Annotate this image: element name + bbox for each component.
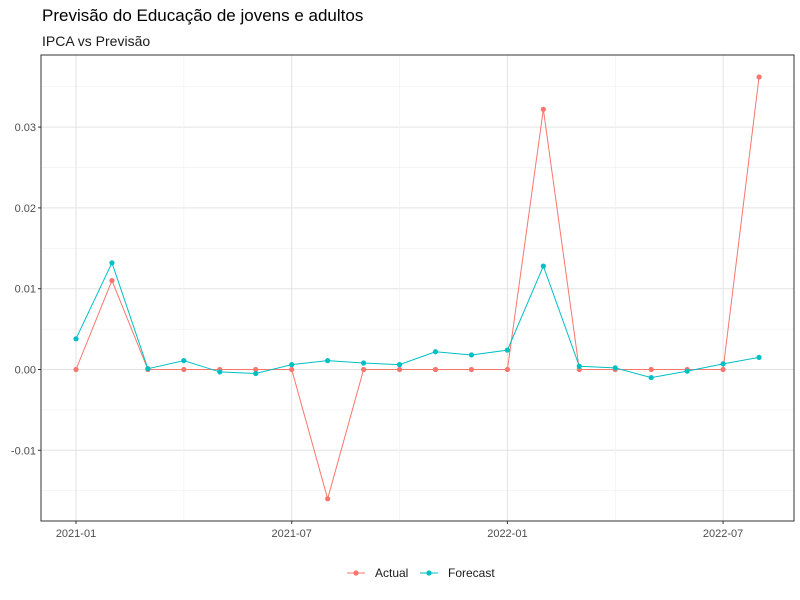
data-point-forecast [217, 369, 223, 375]
data-point-forecast [648, 374, 654, 381]
data-point-forecast [181, 358, 187, 364]
grid-lines [41, 55, 794, 521]
chart-title: Previsão do Educação de jovens e adultos [42, 6, 364, 25]
data-point-forecast [325, 358, 331, 364]
data-point-forecast [540, 263, 546, 269]
legend-key-point-actual [353, 570, 359, 576]
x-tick-label: 2022-01 [487, 528, 527, 540]
data-point-forecast [73, 336, 79, 342]
data-point-actual [109, 278, 115, 284]
data-point-forecast [504, 347, 510, 353]
data-point-forecast [109, 260, 115, 266]
y-tick-label: -0.01 [11, 445, 36, 457]
legend-label-forecast: Forecast [448, 566, 495, 580]
data-point-forecast [432, 349, 439, 355]
x-tick-label: 2022-07 [703, 528, 743, 540]
legend-key-point-forecast [426, 570, 432, 576]
series-points [73, 74, 762, 502]
data-point-actual [181, 366, 187, 373]
data-point-actual [468, 366, 475, 373]
x-tick-label: 2021-07 [272, 528, 312, 540]
data-point-forecast [756, 354, 762, 360]
data-point-forecast [720, 361, 726, 367]
data-point-actual [756, 74, 762, 80]
data-point-forecast [145, 366, 151, 372]
data-point-forecast [468, 352, 475, 358]
chart-subtitle: IPCA vs Previsão [42, 33, 151, 49]
data-point-actual [504, 366, 510, 373]
x-tick-label: 2021-01 [56, 528, 96, 540]
data-point-actual [432, 366, 439, 373]
data-point-actual [540, 106, 546, 112]
data-point-actual [289, 366, 295, 373]
axis-labels: -0.01 0.00 0.01 0.02 0.03 2021-01 2021-07 2022-… [11, 122, 743, 540]
plot-panel-border [40, 54, 795, 522]
data-point-forecast [289, 362, 295, 368]
data-point-forecast [684, 368, 690, 374]
data-point-forecast [253, 370, 259, 377]
series-line-forecast [75, 261, 760, 379]
data-point-actual [361, 366, 367, 373]
series-line-actual [75, 76, 760, 501]
data-point-actual [648, 366, 654, 373]
data-point-forecast [361, 360, 367, 366]
data-point-actual [73, 366, 79, 373]
data-point-forecast [576, 363, 582, 369]
data-point-forecast [612, 365, 618, 371]
data-point-actual [396, 366, 403, 373]
legend: Actual Forecast [347, 566, 495, 580]
y-tick-label: 0.02 [15, 203, 36, 215]
y-tick-label: 0.01 [15, 284, 36, 296]
data-point-actual [253, 366, 259, 373]
data-point-actual [325, 496, 331, 502]
y-tick-label: 0.00 [15, 365, 36, 377]
y-tick-label: 0.03 [15, 122, 36, 134]
data-point-forecast [396, 362, 403, 368]
legend-label-actual: Actual [375, 566, 408, 580]
series-lines [75, 76, 760, 501]
data-point-actual [720, 366, 726, 373]
